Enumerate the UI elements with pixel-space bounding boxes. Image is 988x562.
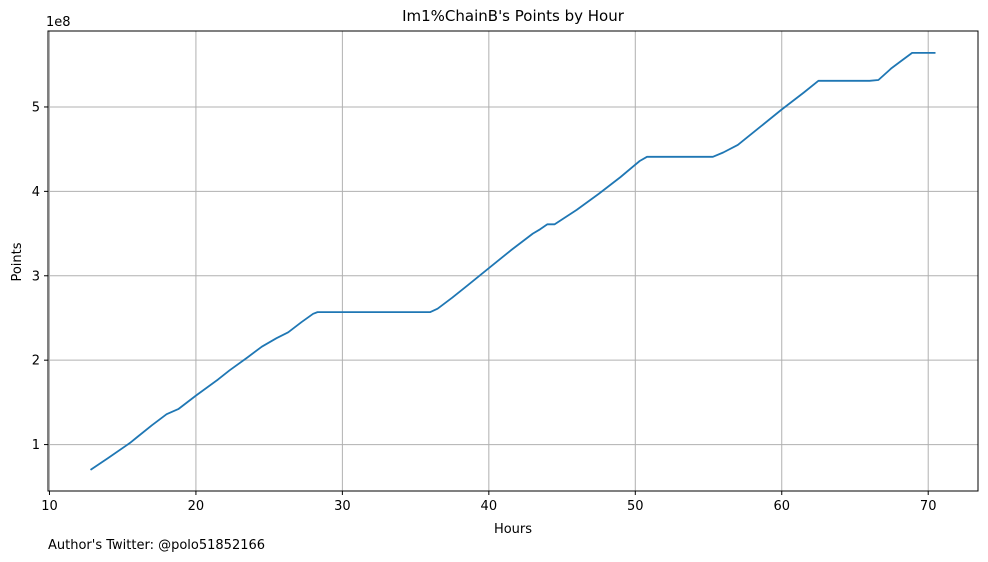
y-tick-label: 4 [32, 185, 40, 200]
x-tick-label: 60 [773, 499, 790, 514]
x-tick-label: 10 [41, 499, 58, 514]
x-tick-label: 50 [627, 499, 644, 514]
x-axis-ticks: 10 20 30 40 50 60 70 [41, 491, 936, 514]
series-line [89, 52, 936, 471]
plot-frame [47, 30, 979, 492]
author-footnote: Author's Twitter: @polo51852166 [48, 538, 266, 553]
y-tick-label: 3 [32, 269, 40, 284]
y-axis-label: Points [10, 242, 25, 281]
y-multiplier-label: 1e8 [46, 15, 71, 30]
x-tick-label: 30 [334, 499, 351, 514]
x-tick-label: 20 [188, 499, 205, 514]
x-tick-label: 40 [481, 499, 498, 514]
y-axis-ticks: 1 2 3 4 5 [32, 100, 48, 453]
x-tick-label: 70 [920, 499, 937, 514]
grid-lines [48, 31, 978, 491]
y-tick-label: 2 [32, 354, 40, 369]
chart-title: Im1%ChainB's Points by Hour [402, 7, 625, 25]
x-axis-label: Hours [494, 522, 532, 537]
y-tick-label: 1 [32, 438, 40, 453]
y-tick-label: 5 [32, 100, 40, 115]
